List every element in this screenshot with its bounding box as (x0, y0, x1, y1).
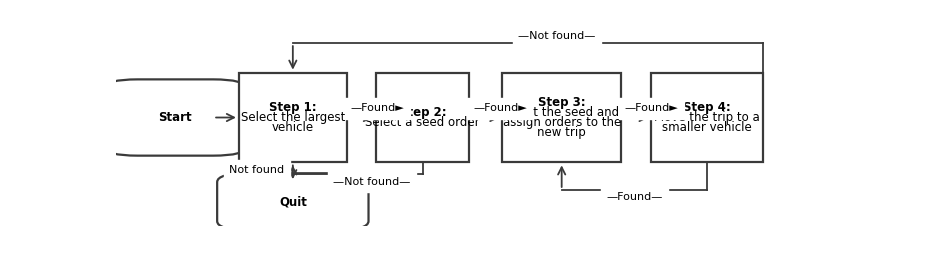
Text: Start: Start (158, 111, 193, 124)
Text: Select a seed order: Select a seed order (365, 116, 480, 129)
Text: Step 1:: Step 1: (269, 101, 316, 114)
Text: new trip: new trip (538, 126, 586, 139)
Text: assign orders to the: assign orders to the (502, 116, 621, 129)
Text: Select the largest: Select the largest (241, 111, 345, 124)
Text: Move the trip to a: Move the trip to a (655, 111, 760, 124)
Text: Quit: Quit (279, 195, 307, 208)
Text: —Not found—: —Not found— (334, 177, 411, 187)
Text: —Found►: —Found► (625, 103, 679, 113)
FancyBboxPatch shape (217, 173, 368, 230)
Bar (239, 73, 347, 163)
Text: —Found►: —Found► (473, 103, 526, 113)
Text: —Found►: —Found► (351, 103, 405, 113)
FancyBboxPatch shape (105, 79, 246, 156)
Text: Step 2:: Step 2: (399, 106, 446, 119)
Text: smaller vehicle: smaller vehicle (662, 121, 752, 134)
Text: vehicle: vehicle (272, 121, 314, 134)
Text: Step 3:: Step 3: (538, 96, 586, 109)
Bar (376, 73, 470, 163)
Text: Step 4:: Step 4: (684, 101, 731, 114)
Bar (651, 73, 764, 163)
Text: —Found—: —Found— (606, 192, 663, 202)
Text: Insert the seed and: Insert the seed and (504, 106, 619, 119)
Bar (502, 73, 621, 163)
Text: —Not found—: —Not found— (518, 31, 595, 41)
Text: Not found: Not found (229, 165, 285, 175)
